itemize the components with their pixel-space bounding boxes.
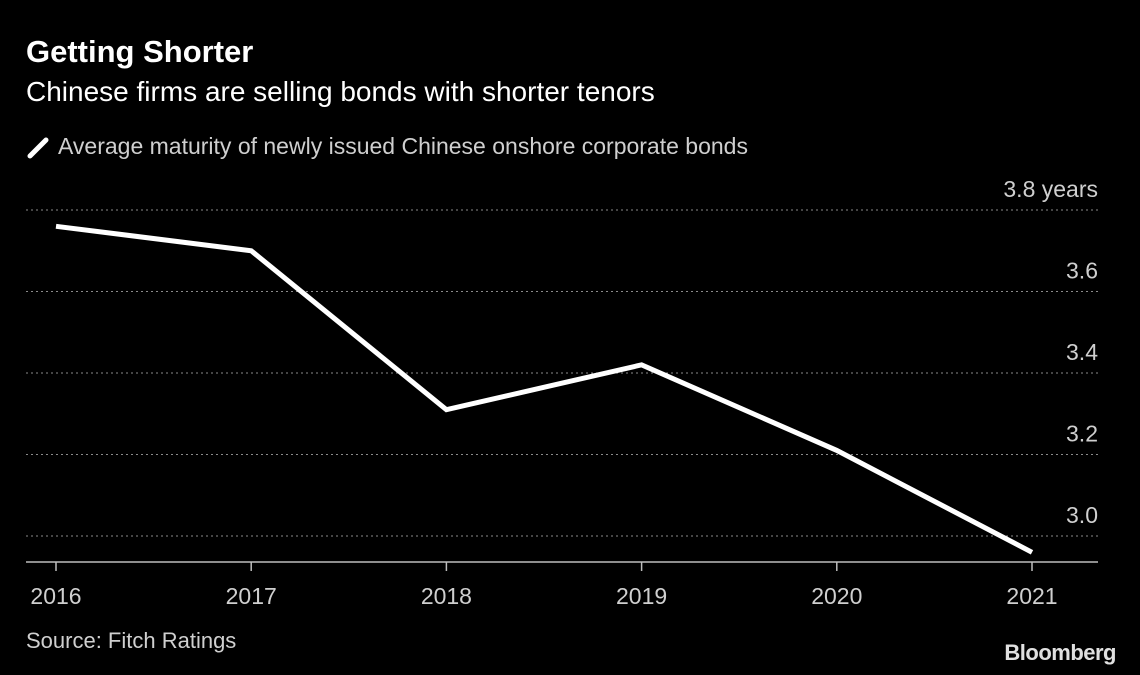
x-tick-label: 2021 [1006,583,1057,609]
y-tick-label: 3.6 [1066,258,1098,284]
series-line [55,223,1034,555]
y-tick-label: 3.8 years [1003,176,1098,202]
x-tick-label: 2018 [421,583,472,609]
legend-label: Average maturity of newly issued Chinese… [58,133,748,159]
chart-title: Getting Shorter [26,34,254,69]
legend: Average maturity of newly issued Chinese… [26,133,748,160]
chart-subtitle: Chinese firms are selling bonds with sho… [26,76,655,107]
bloomberg-logo: Bloomberg [1004,640,1116,665]
legend-line-swatch-icon [27,137,49,158]
y-tick-label: 3.4 [1066,339,1098,365]
y-tick-label: 3.0 [1066,502,1098,528]
x-tick-label: 2020 [811,583,862,609]
x-tick-label: 2017 [226,583,277,609]
x-tick-label: 2019 [616,583,667,609]
source-note: Source: Fitch Ratings [26,628,237,653]
y-tick-label: 3.2 [1066,421,1098,447]
x-tick-label: 2016 [30,583,81,609]
